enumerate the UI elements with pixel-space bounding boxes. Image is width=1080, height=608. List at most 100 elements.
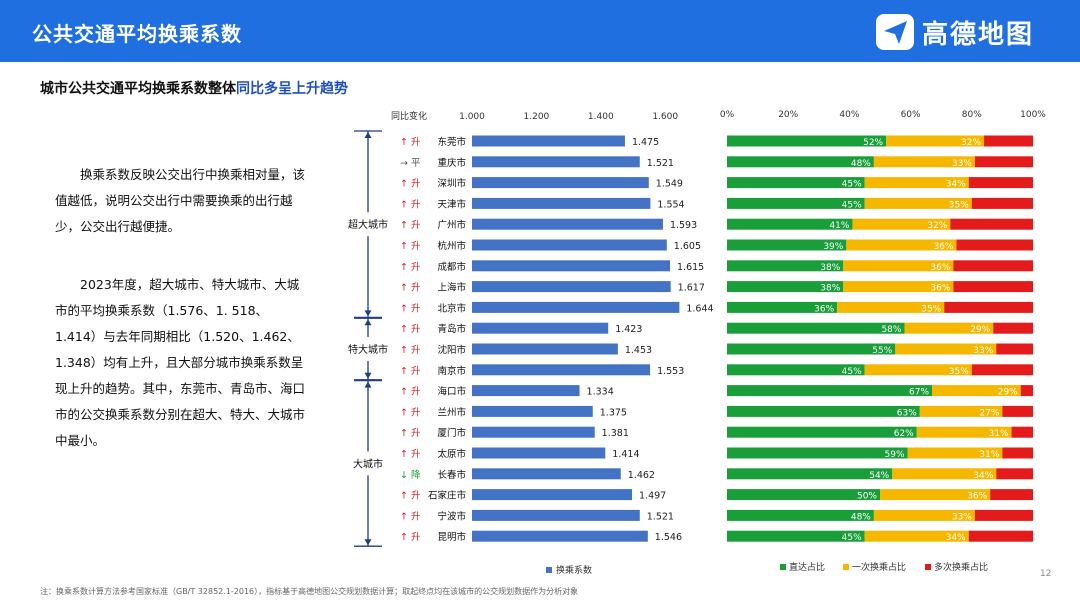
change-indicator: ↑ 升: [400, 324, 421, 335]
stack-axis-tick-label: 20%: [778, 110, 798, 120]
one-transfer-segment: [873, 156, 975, 168]
coefficient-value-label: 1.549: [656, 179, 683, 190]
direct-share-segment-label: 41%: [829, 221, 849, 231]
city-label: 东莞市: [437, 136, 466, 148]
change-indicator: ↑ 升: [400, 511, 421, 522]
direct-share-segment-label: 45%: [842, 533, 862, 543]
one-transfer-segment-label: 34%: [946, 180, 966, 190]
one-transfer-segment: [907, 447, 1003, 459]
legend-label-direct: 直达占比: [789, 561, 825, 573]
stack-axis-tick-label: 60%: [901, 110, 921, 120]
one-transfer-segment-label: 31%: [979, 450, 999, 460]
stack-axis-tick-label: 80%: [962, 110, 982, 120]
stack-axis-tick-label: 0%: [720, 110, 735, 120]
stack-axis-tick-label: 40%: [839, 110, 859, 120]
direct-share-segment: [727, 364, 865, 376]
bracket-arrow-down-icon: [364, 372, 372, 379]
city-label: 太原市: [437, 448, 466, 460]
bracket-arrow-up-icon: [364, 319, 372, 326]
city-label: 北京市: [437, 302, 466, 314]
one-transfer-segment-label: 33%: [973, 346, 993, 356]
coefficient-bar: [472, 447, 606, 459]
footnote: 注：换乘系数计算方法参考国家标准（GB/T 32852.1-2016），指标基于…: [40, 587, 579, 596]
multi-transfer-segment: [971, 197, 1033, 209]
bracket-arrow-down-icon: [364, 539, 372, 546]
coefficient-bar: [472, 135, 625, 147]
change-indicator: ↑ 升: [400, 407, 421, 418]
direct-share-segment: [727, 385, 933, 397]
direct-share-segment: [727, 156, 874, 168]
multi-transfer-segment: [971, 364, 1033, 376]
multi-transfer-segment: [953, 260, 1033, 272]
coefficient-value-label: 1.605: [674, 241, 701, 252]
multi-transfer-segment: [996, 468, 1033, 480]
one-transfer-segment: [880, 489, 991, 501]
bar-axis-tick-label: 1.400: [588, 112, 614, 122]
coefficient-value-label: 1.462: [628, 470, 655, 481]
direct-share-segment: [727, 197, 865, 209]
one-transfer-segment-label: 32%: [927, 221, 947, 231]
one-transfer-segment-label: 29%: [998, 388, 1018, 398]
coefficient-value-label: 1.546: [655, 532, 682, 543]
subtitle-prefix: 城市公共交通平均换乘系数整体: [40, 81, 236, 97]
direct-share-segment-label: 59%: [885, 450, 905, 460]
change-indicator: ↑ 升: [400, 449, 421, 460]
one-transfer-segment-label: 27%: [979, 408, 999, 418]
multi-transfer-segment: [996, 343, 1033, 355]
one-transfer-segment-label: 36%: [930, 284, 950, 294]
one-transfer-segment-label: 29%: [970, 325, 990, 335]
logo-icon: [876, 14, 914, 50]
one-transfer-segment: [916, 426, 1012, 438]
direct-share-segment-label: 45%: [842, 180, 862, 190]
multi-transfer-segment: [968, 177, 1033, 189]
header-bar: 公共交通平均换乘系数 高德地图: [0, 0, 1080, 62]
coefficient-bar: [472, 156, 640, 168]
coefficient-bar: [472, 239, 667, 251]
coefficient-bar: [472, 405, 593, 417]
coefficient-bar: [472, 322, 609, 334]
bar-axis-tick-label: 1.200: [524, 112, 550, 122]
coefficient-bar: [472, 301, 680, 313]
city-label: 天津市: [437, 198, 466, 210]
coefficient-value-label: 1.521: [647, 158, 674, 169]
change-indicator: ↑ 升: [400, 220, 421, 231]
one-transfer-segment: [846, 239, 957, 251]
one-transfer-segment: [932, 385, 1021, 397]
direct-share-segment-label: 38%: [820, 284, 840, 294]
multi-transfer-segment: [974, 509, 1033, 521]
one-transfer-segment: [837, 301, 945, 313]
multi-transfer-segment: [1020, 385, 1033, 397]
multi-transfer-segment: [984, 135, 1033, 147]
one-transfer-segment-label: 31%: [989, 429, 1009, 439]
one-transfer-segment-label: 36%: [930, 263, 950, 273]
coefficient-bar: [472, 197, 651, 209]
direct-share-segment-label: 45%: [842, 200, 862, 210]
group-label: 大城市: [353, 457, 383, 470]
change-column-header: 同比变化: [391, 110, 427, 122]
coefficient-bar: [472, 260, 671, 272]
direct-share-segment: [727, 218, 853, 230]
city-label: 深圳市: [437, 178, 466, 190]
direct-share-segment: [727, 509, 874, 521]
change-indicator: ↑ 升: [400, 428, 421, 439]
one-transfer-segment-label: 35%: [949, 367, 969, 377]
direct-share-segment: [727, 260, 844, 272]
change-indicator: ↑ 升: [400, 345, 421, 356]
direct-share-segment-label: 48%: [851, 512, 871, 522]
multi-transfer-segment: [950, 218, 1033, 230]
city-label: 上海市: [437, 282, 466, 294]
one-transfer-segment: [864, 364, 972, 376]
coefficient-value-label: 1.334: [587, 387, 614, 398]
direct-share-segment-label: 39%: [823, 242, 843, 252]
multi-transfer-segment: [990, 489, 1033, 501]
coefficient-bar: [472, 385, 580, 397]
group-label: 超大城市: [348, 218, 388, 231]
change-indicator: ↑ 升: [400, 303, 421, 314]
coefficient-bar: [472, 530, 648, 542]
one-transfer-segment: [864, 530, 969, 542]
subtitle-highlight: 同比多呈上升趋势: [236, 81, 348, 97]
coefficient-value-label: 1.617: [678, 283, 705, 294]
direct-share-segment-label: 50%: [857, 492, 877, 502]
change-indicator: ↑ 升: [400, 262, 421, 273]
